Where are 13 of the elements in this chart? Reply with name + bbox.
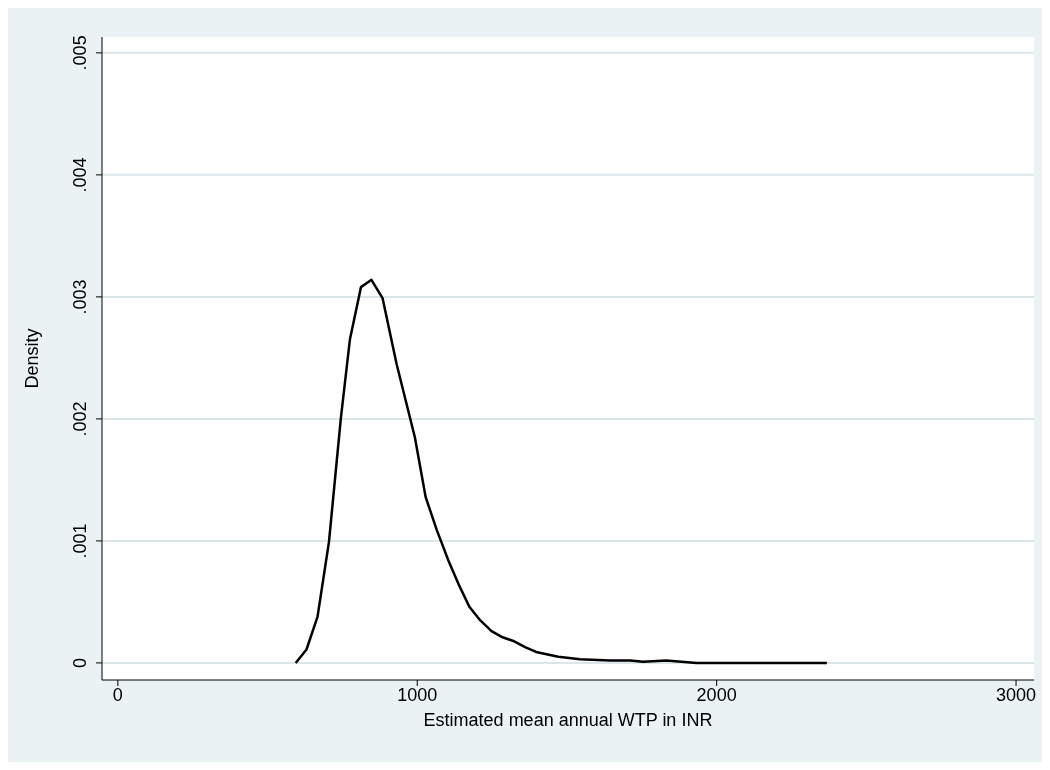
x-axis-title: Estimated mean annual WTP in INR: [423, 710, 713, 730]
y-tick-label: .003: [70, 279, 90, 315]
y-tick-label: .002: [70, 401, 90, 437]
x-tick-label: 3000: [996, 684, 1037, 705]
y-tick-label: 0: [70, 657, 90, 668]
x-tick-label: 0: [112, 684, 123, 705]
y-tick-label: .004: [70, 157, 90, 193]
line-series: [294, 278, 829, 665]
y-tick-label: .001: [70, 523, 90, 559]
x-tick-label: 1000: [397, 684, 438, 705]
x-tick-label: 2000: [696, 684, 737, 705]
y-tick-label: .005: [70, 35, 90, 71]
y-axis-title: Density: [22, 328, 43, 389]
